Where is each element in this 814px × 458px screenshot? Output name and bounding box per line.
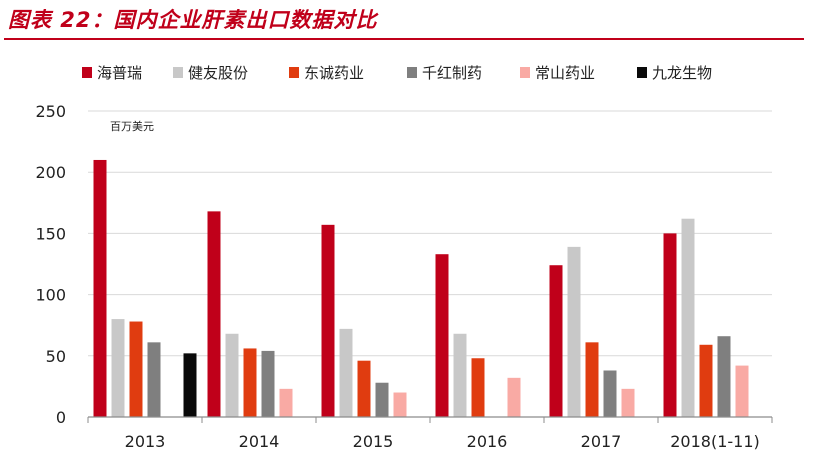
legend-swatch <box>520 67 530 78</box>
bar-2014-海普瑞 <box>207 211 221 417</box>
x-axis: 2013 2014 2015 2016 2017 2018(1-11) <box>87 416 773 451</box>
bar-2013-东诚药业 <box>129 321 143 417</box>
x-tick-label: 2013 <box>125 432 166 451</box>
y-tick-label: 200 <box>35 163 66 182</box>
bar-2017-健友股份 <box>567 246 581 417</box>
unit-label: 百万美元 <box>110 120 154 133</box>
bar-2018(1-11)-东诚药业 <box>699 344 713 417</box>
bar-2013-九龙生物 <box>183 353 197 417</box>
bar-2015-健友股份 <box>339 328 353 417</box>
bar-2014-东诚药业 <box>243 348 257 417</box>
y-axis: 0 50 100 150 200 250 <box>35 102 66 427</box>
bar-2017-千红制药 <box>603 370 617 417</box>
bar-2014-健友股份 <box>225 333 239 417</box>
y-tick-label: 50 <box>46 347 66 366</box>
legend-label: 健友股份 <box>188 64 248 82</box>
bars <box>93 159 749 417</box>
bar-2014-常山药业 <box>279 388 293 417</box>
bar-2016-常山药业 <box>507 377 521 417</box>
bar-2015-常山药业 <box>393 392 407 417</box>
legend-swatch <box>407 67 417 78</box>
legend-label: 千红制药 <box>422 64 482 82</box>
legend-label: 海普瑞 <box>97 64 142 82</box>
bar-2015-海普瑞 <box>321 224 335 417</box>
chart-title: 图表 22：国内企业肝素出口数据对比 <box>8 8 378 32</box>
bar-2013-健友股份 <box>111 319 125 417</box>
y-tick-label: 100 <box>35 286 66 305</box>
legend-swatch <box>289 67 299 78</box>
x-tick-label: 2016 <box>467 432 508 451</box>
bar-2017-常山药业 <box>621 388 635 417</box>
bar-2013-千红制药 <box>147 342 161 417</box>
legend-label: 九龙生物 <box>652 64 712 82</box>
bar-2016-海普瑞 <box>435 254 449 417</box>
bar-2018(1-11)-千红制药 <box>717 336 731 417</box>
bar-2016-东诚药业 <box>471 358 485 417</box>
y-tick-label: 250 <box>35 102 66 121</box>
gridlines <box>88 110 772 357</box>
bar-2014-千红制药 <box>261 350 275 417</box>
x-tick-label: 2018(1-11) <box>670 432 760 451</box>
bar-2018(1-11)-海普瑞 <box>663 233 677 417</box>
bar-2018(1-11)-常山药业 <box>735 365 749 417</box>
bar-2017-东诚药业 <box>585 342 599 417</box>
bar-2016-健友股份 <box>453 333 467 417</box>
y-tick-label: 150 <box>35 224 66 243</box>
title-underline <box>4 38 804 40</box>
x-tick-label: 2014 <box>239 432 280 451</box>
legend-swatch <box>173 67 183 78</box>
bar-2013-海普瑞 <box>93 159 107 417</box>
legend-swatch <box>637 67 647 78</box>
legend-label: 常山药业 <box>535 64 595 82</box>
bar-2015-千红制药 <box>375 382 389 417</box>
bar-2015-东诚药业 <box>357 360 371 417</box>
x-tick-label: 2017 <box>581 432 622 451</box>
legend-swatch <box>82 67 92 78</box>
bar-2017-海普瑞 <box>549 265 563 417</box>
legend: 海普瑞 健友股份 东诚药业 千红制药 常山药业 九龙生物 <box>82 64 712 82</box>
legend-label: 东诚药业 <box>304 64 364 82</box>
bar-2018(1-11)-健友股份 <box>681 218 695 417</box>
x-tick-label: 2015 <box>353 432 394 451</box>
y-tick-label: 0 <box>56 408 66 427</box>
